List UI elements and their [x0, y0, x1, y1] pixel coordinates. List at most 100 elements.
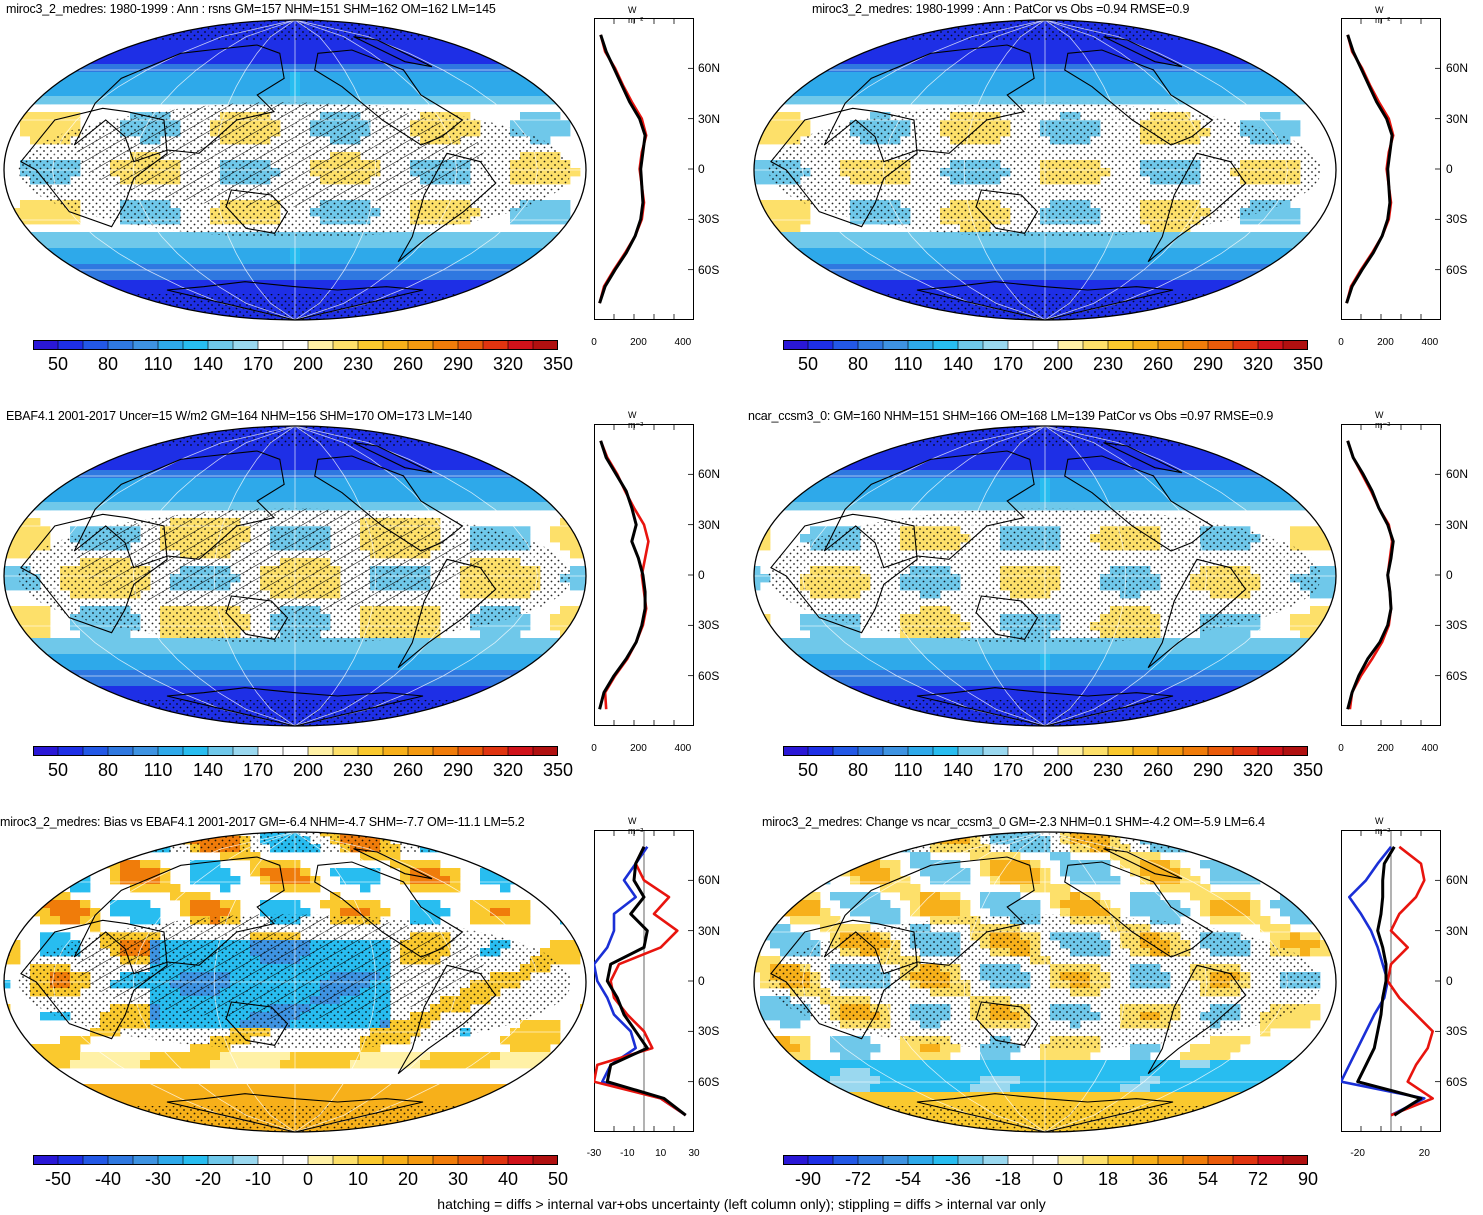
- colorbar-swatch: [308, 340, 334, 350]
- zonal-frame: [1341, 18, 1441, 320]
- zonal-series-line: [598, 440, 647, 710]
- colorbar-swatch: [183, 340, 209, 350]
- colorbar-tick-label: 230: [1092, 760, 1124, 780]
- colorbar-swatch: [533, 1155, 558, 1165]
- colorbar-swatch: [1083, 746, 1109, 756]
- colorbar-swatch: [1208, 340, 1234, 350]
- colorbar-swatch: [258, 746, 284, 756]
- coastline: [353, 848, 433, 880]
- colorbar-tick-label: 30: [447, 1169, 469, 1189]
- colorbar-swatch: [433, 746, 459, 756]
- colorbar-swatch: [108, 746, 134, 756]
- lat-tick-label: 30S: [1446, 1024, 1468, 1039]
- zonal-unit: W m⁻²: [1375, 5, 1391, 25]
- colorbar-swatch: [58, 746, 84, 756]
- figure-caption: hatching = diffs > internal var+obs unce…: [437, 1196, 1046, 1212]
- colorbar-tick-label: 290: [442, 760, 474, 780]
- lat-tick-label: 30S: [698, 1024, 720, 1039]
- zonal-frame: [594, 18, 694, 320]
- panel-title: miroc3_2_medres: Bias vs EBAF4.1 2001-20…: [0, 815, 525, 829]
- colorbar-swatch: [383, 1155, 409, 1165]
- colorbar-tick-label: 50: [47, 354, 69, 374]
- colorbar-tick-label: 230: [1092, 354, 1124, 374]
- colorbar-tick-label: -90: [794, 1169, 821, 1189]
- zonal-unit: W m⁻²: [628, 816, 644, 836]
- colorbar-tick-label: 110: [893, 760, 923, 780]
- colorbar-swatch: [208, 340, 234, 350]
- colorbar-tick-label: 90: [1297, 1169, 1319, 1189]
- colorbar-swatch: [958, 340, 984, 350]
- colorbar-tick-label: -54: [894, 1169, 921, 1189]
- colorbar-swatch: [383, 340, 409, 350]
- colorbar-swatch: [1283, 340, 1308, 350]
- zonal-x-tick-label: 0: [591, 743, 597, 754]
- colorbar-swatch: [1083, 1155, 1109, 1165]
- coastline: [225, 189, 289, 234]
- colorbar-swatch: [458, 1155, 484, 1165]
- colorbar-tick-label: 10: [347, 1169, 369, 1189]
- coastline: [975, 189, 1039, 234]
- colorbar-tick-label: 72: [1247, 1169, 1269, 1189]
- colorbar-swatch: [783, 746, 809, 756]
- colorbar-swatch: [308, 746, 334, 756]
- colorbar-swatch: [833, 340, 859, 350]
- coastline: [823, 856, 1035, 975]
- colorbar-tick-label: 40: [497, 1169, 519, 1189]
- colorbar-swatch: [383, 746, 409, 756]
- colorbar-tick-label: 110: [143, 354, 173, 374]
- colorbar-swatch: [983, 746, 1009, 756]
- coastline: [397, 152, 497, 263]
- zonal-mean-plot: [594, 830, 694, 1132]
- colorbar-tick-label: -20: [194, 1169, 221, 1189]
- colorbar-tick-label: 36: [1147, 1169, 1169, 1189]
- colorbar: [783, 340, 1308, 350]
- colorbar-swatch: [33, 340, 59, 350]
- colorbar-swatch: [408, 340, 434, 350]
- map-border: [753, 19, 1337, 321]
- colorbar-swatch: [1233, 746, 1259, 756]
- coastline: [225, 1001, 289, 1046]
- colorbar-swatch: [1008, 340, 1034, 350]
- colorbar-swatch: [908, 340, 934, 350]
- colorbar-swatch: [508, 340, 534, 350]
- colorbar-swatch: [1158, 340, 1184, 350]
- colorbar-tick-label: 200: [292, 760, 324, 780]
- colorbar-tick-label: 110: [893, 354, 923, 374]
- coastline: [1103, 442, 1183, 474]
- lat-tick-label: 30S: [1446, 618, 1468, 633]
- map-border: [3, 831, 587, 1133]
- coastline: [166, 1093, 424, 1132]
- colorbar-swatch: [1183, 1155, 1209, 1165]
- colorbar-tick-label: 170: [992, 760, 1024, 780]
- colorbar-swatch: [158, 746, 184, 756]
- coastline: [916, 687, 1174, 726]
- colorbar-tick-label: -10: [244, 1169, 271, 1189]
- lat-tick-label: 30S: [1446, 212, 1468, 227]
- lat-tick-label: 60N: [1446, 467, 1469, 482]
- coastline: [916, 281, 1174, 320]
- zonal-unit: W m⁻²: [628, 410, 644, 430]
- colorbar-swatch: [833, 746, 859, 756]
- colorbar-swatch: [1258, 746, 1284, 756]
- zonal-series-line: [605, 846, 687, 1117]
- colorbar-swatch: [83, 1155, 109, 1165]
- lat-tick-label: 60N: [698, 61, 721, 76]
- lat-tick-label: 0: [698, 568, 705, 582]
- coastline: [166, 281, 424, 320]
- colorbar-tick-label: 140: [942, 760, 974, 780]
- colorbar-swatch: [1233, 340, 1259, 350]
- lat-tick-label: 30N: [1446, 517, 1469, 532]
- zonal-x-tick-label: 10: [655, 1148, 667, 1159]
- colorbar-swatch: [958, 1155, 984, 1165]
- colorbar-tick-label: 200: [292, 354, 324, 374]
- colorbar-swatch: [333, 746, 359, 756]
- colorbar-swatch: [1208, 746, 1234, 756]
- colorbar-swatch: [108, 340, 134, 350]
- colorbar-swatch: [908, 746, 934, 756]
- colorbar-swatch: [1058, 340, 1084, 350]
- colorbar-tick-label: 80: [97, 760, 119, 780]
- coastline: [397, 964, 497, 1075]
- coastline: [770, 107, 918, 228]
- colorbar-swatch: [1033, 340, 1059, 350]
- colorbar-tick-label: 230: [342, 354, 374, 374]
